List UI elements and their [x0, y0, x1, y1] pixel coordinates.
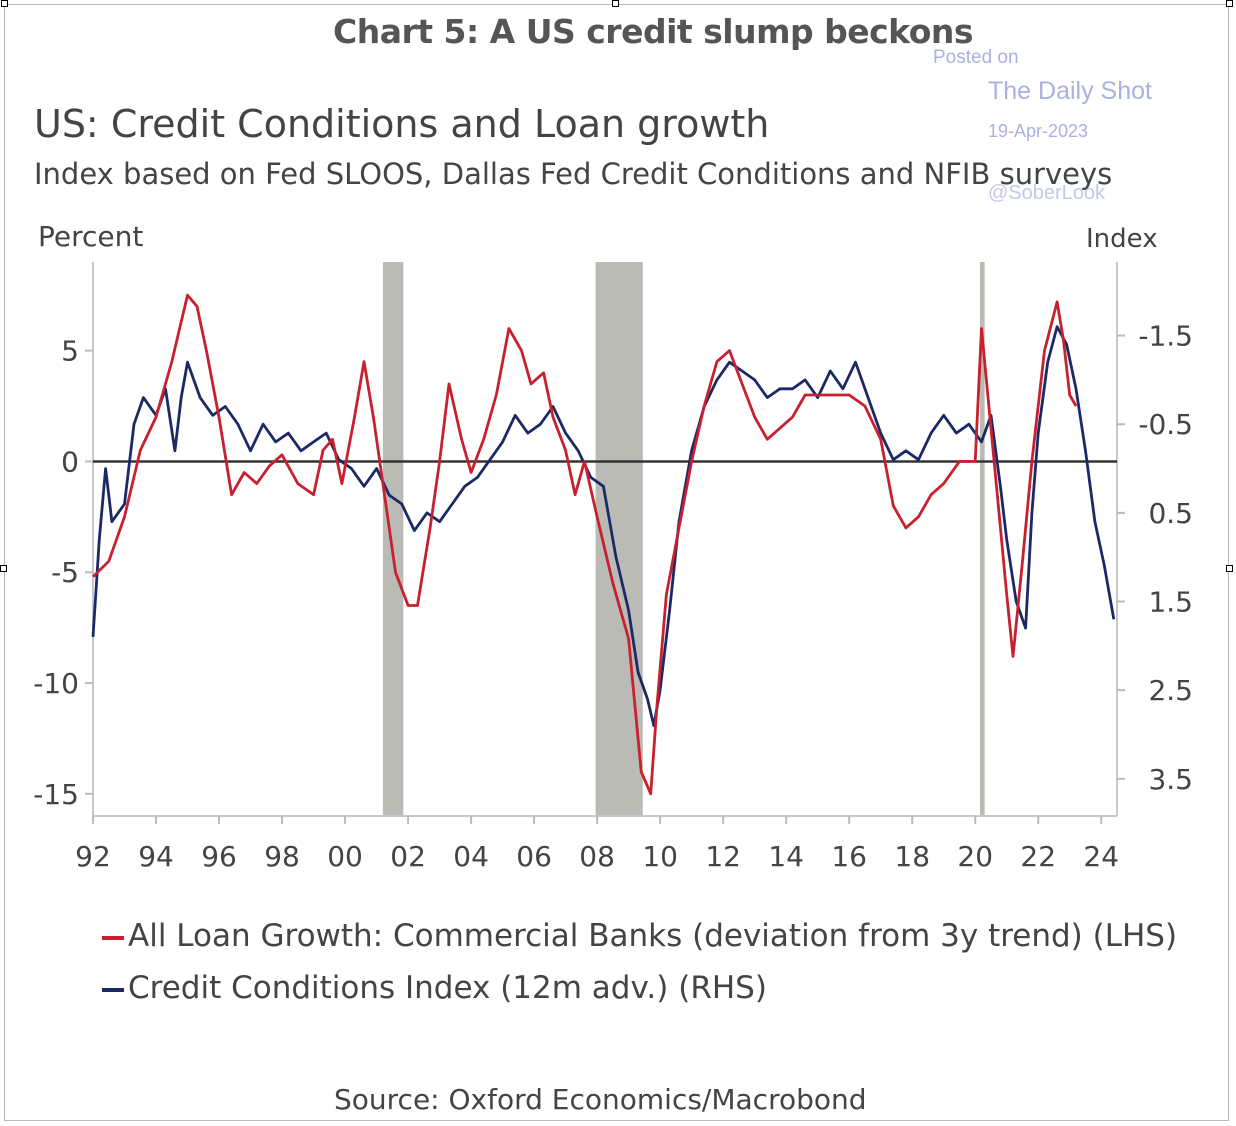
x-tick-label-24: 24 — [1083, 840, 1119, 873]
legend-label-loan-growth: All Loan Growth: Commercial Banks (devia… — [128, 918, 1178, 954]
chart-title: Chart 5: A US credit slump beckons — [333, 12, 974, 51]
recession-band-0 — [382, 262, 404, 816]
y-right-tick-label-1: -0.5 — [1138, 408, 1193, 441]
y-left-tick-label-4: -15 — [33, 778, 79, 811]
recession-bands — [382, 262, 985, 816]
axes — [85, 262, 1125, 824]
resize-handle-top-right[interactable] — [1226, 0, 1233, 7]
chart-subtitle-detail: Index based on Fed SLOOS, Dallas Fed Cre… — [34, 157, 1113, 191]
y-left-tick-label-2: -5 — [51, 556, 79, 589]
x-tick-label-02: 02 — [390, 840, 426, 873]
x-tick-label-94: 94 — [138, 840, 174, 873]
y-right-tick-label-0: -1.5 — [1138, 320, 1193, 353]
watermark-handle: @SoberLook — [988, 182, 1106, 204]
series-line-loan-growth — [92, 293, 1078, 796]
recession-band-2 — [979, 262, 985, 816]
resize-handle-middle-right[interactable] — [1226, 565, 1233, 572]
series-lines — [91, 293, 1116, 796]
x-tick-label-12: 12 — [705, 840, 741, 873]
y-left-tick-label-1: 0 — [61, 445, 79, 478]
x-tick-label-22: 22 — [1020, 840, 1056, 873]
x-tick-label-00: 00 — [327, 840, 363, 873]
resize-handle-middle-left[interactable] — [0, 565, 7, 572]
y-left-tick-label-0: 5 — [61, 335, 79, 368]
x-tick-label-20: 20 — [957, 840, 993, 873]
chart-source: Source: Oxford Economics/Macrobond — [334, 1083, 867, 1116]
y-right-tick-label-3: 1.5 — [1148, 585, 1193, 618]
resize-handle-top-center[interactable] — [612, 0, 619, 7]
x-tick-label-16: 16 — [831, 840, 867, 873]
legend-label-credit-conditions: Credit Conditions Index (12m adv.) (RHS) — [128, 970, 767, 1006]
watermark-site: The Daily Shot — [988, 77, 1152, 105]
y-left-tick-label-3: -10 — [33, 667, 79, 700]
watermark-date: 19-Apr-2023 — [988, 121, 1089, 141]
resize-handle-top-left[interactable] — [1, 0, 8, 7]
tick-labels: 92 94 96 98 00 02 04 06 08 10 12 14 16 18 20 22 24 5 0 -5 -1… — [33, 320, 1193, 873]
watermark-posted: Posted on — [933, 47, 1019, 68]
x-tick-label-14: 14 — [768, 840, 804, 873]
legend-item-credit-conditions: Credit Conditions Index (12m adv.) (RHS) — [102, 970, 767, 1006]
series-line-credit-conditions — [91, 325, 1116, 727]
legend-item-loan-growth: All Loan Growth: Commercial Banks (devia… — [102, 918, 1177, 954]
y-right-tick-label-5: 3.5 — [1148, 763, 1193, 796]
x-tick-label-10: 10 — [642, 840, 678, 873]
x-tick-label-08: 08 — [579, 840, 615, 873]
x-tick-label-06: 06 — [516, 840, 552, 873]
x-tick-label-18: 18 — [894, 840, 930, 873]
chart-subtitle: US: Credit Conditions and Loan growth — [34, 102, 770, 146]
legend-swatch-credit-conditions — [102, 987, 124, 992]
y-axis-label-left: Percent — [38, 220, 144, 253]
y-right-tick-label-4: 2.5 — [1148, 674, 1193, 707]
x-tick-label-98: 98 — [264, 840, 300, 873]
y-right-tick-label-2: 0.5 — [1148, 497, 1193, 530]
legend-swatch-loan-growth — [102, 935, 124, 940]
y-axis-label-right: Index — [1086, 224, 1158, 254]
x-tick-label-92: 92 — [75, 840, 111, 873]
x-tick-label-96: 96 — [201, 840, 237, 873]
x-tick-label-04: 04 — [453, 840, 489, 873]
